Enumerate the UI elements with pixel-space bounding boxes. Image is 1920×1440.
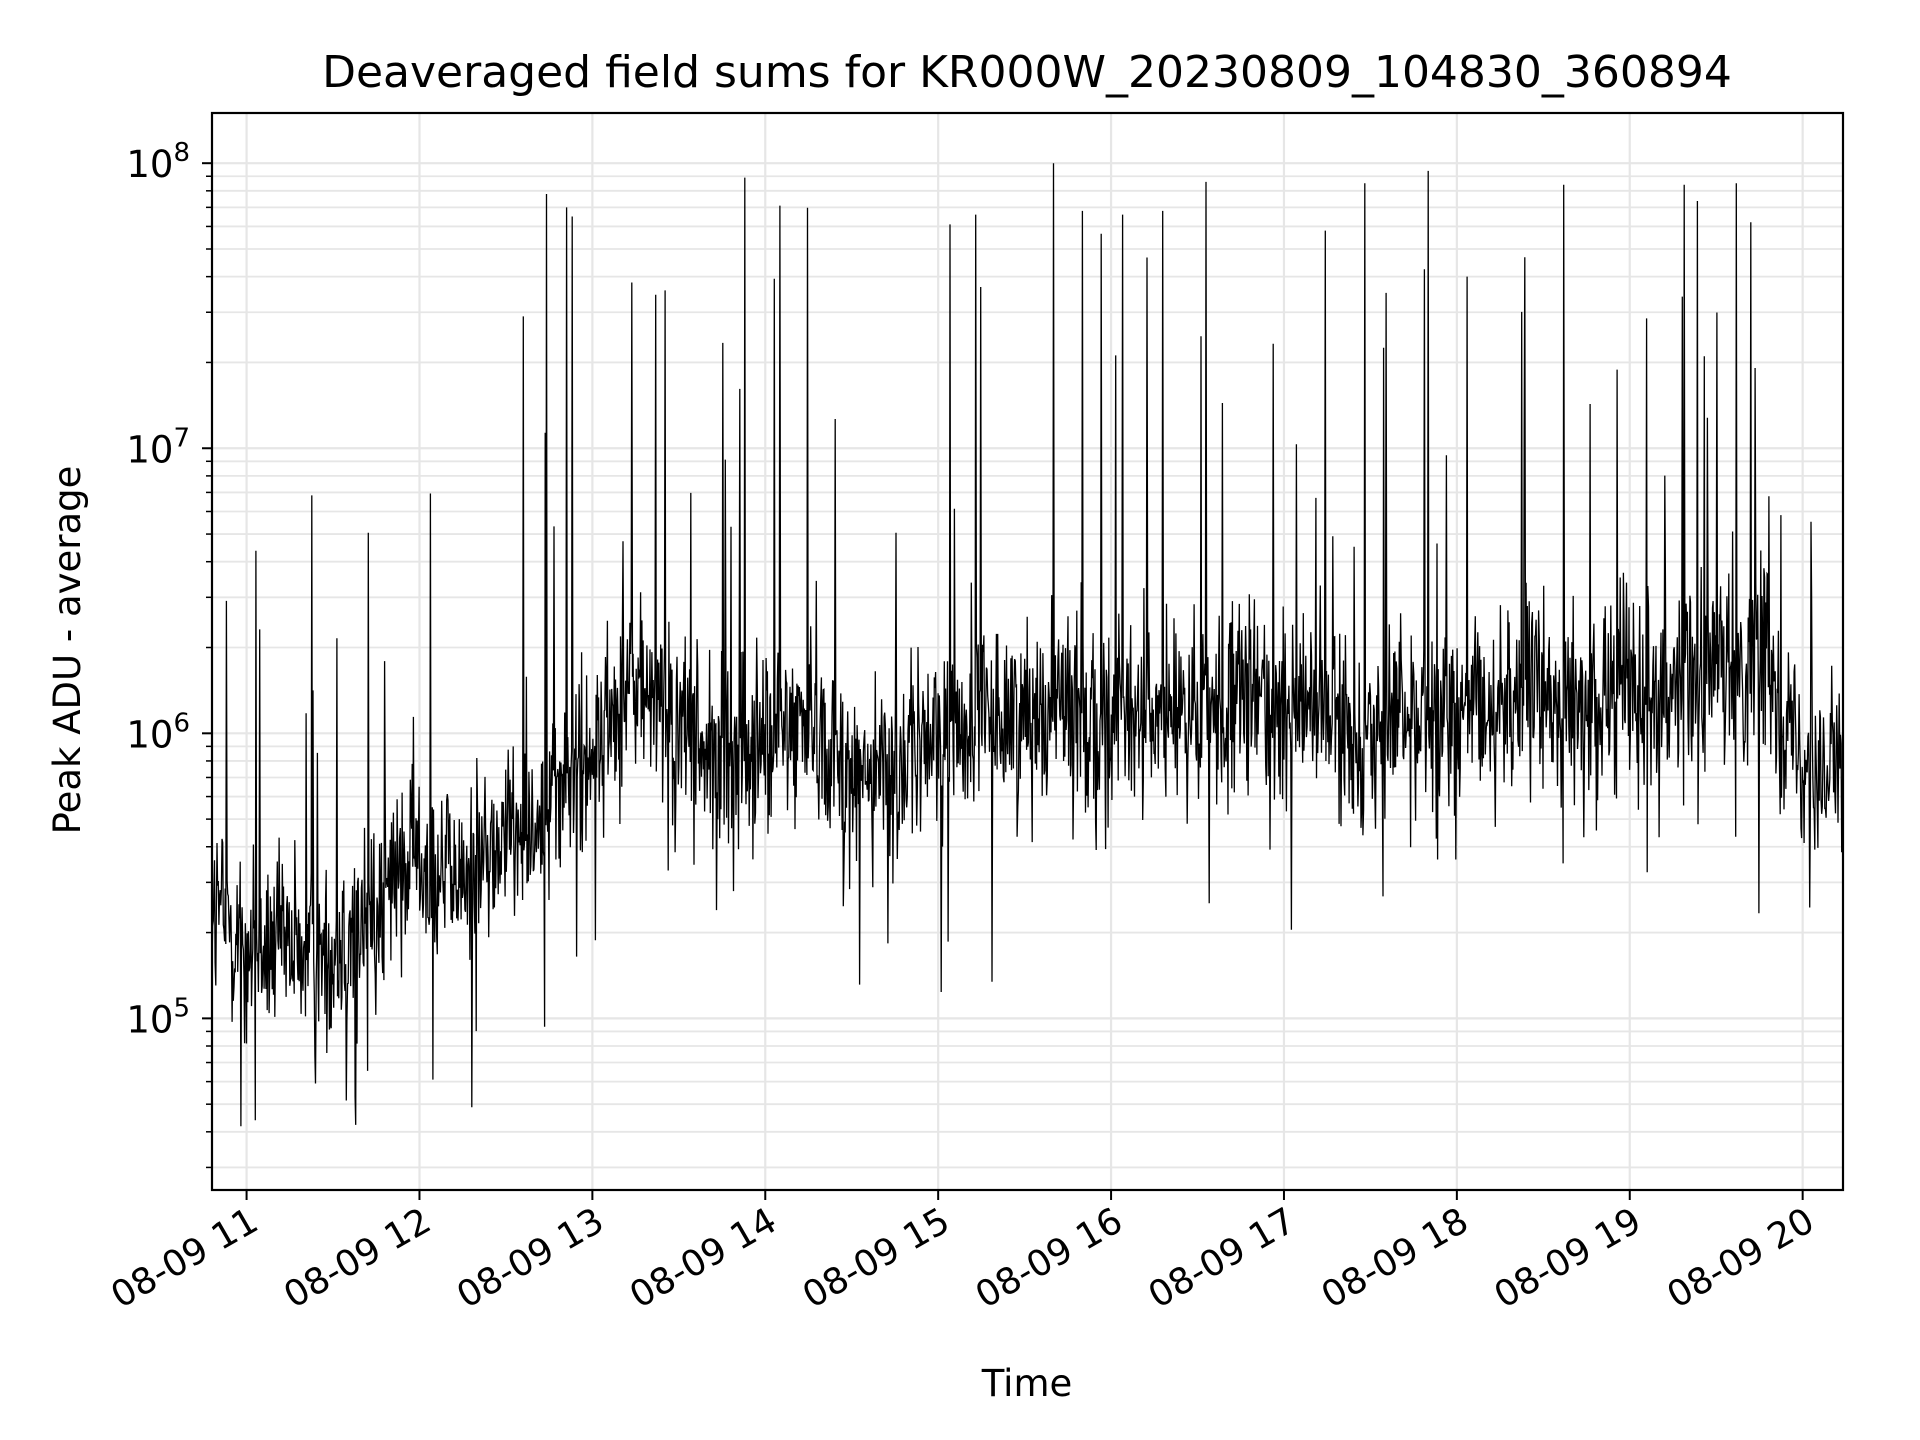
y-tick-label: 105: [126, 993, 190, 1041]
plot-frame: [210, 111, 1845, 1192]
series-line: [212, 163, 1843, 1127]
y-tick-base: 10: [126, 998, 173, 1041]
chart-title: Deaveraged field sums for KR000W_2023080…: [322, 47, 1732, 98]
y-tick-exponent: 7: [173, 423, 190, 453]
y-tick-label: 107: [126, 423, 190, 471]
y-tick-base: 10: [126, 428, 173, 471]
y-tick-base: 10: [126, 143, 173, 186]
y-axis-label: Peak ADU - average: [46, 466, 89, 835]
x-axis-label: Time: [981, 1362, 1073, 1405]
series-layer: [212, 163, 1843, 1127]
y-tick-exponent: 6: [173, 708, 190, 738]
y-tick-label: 106: [126, 708, 190, 756]
y-tick-exponent: 5: [173, 993, 190, 1023]
y-tick-base: 10: [126, 713, 173, 756]
y-tick-label: 108: [126, 138, 190, 186]
y-tick-exponent: 8: [173, 138, 190, 168]
